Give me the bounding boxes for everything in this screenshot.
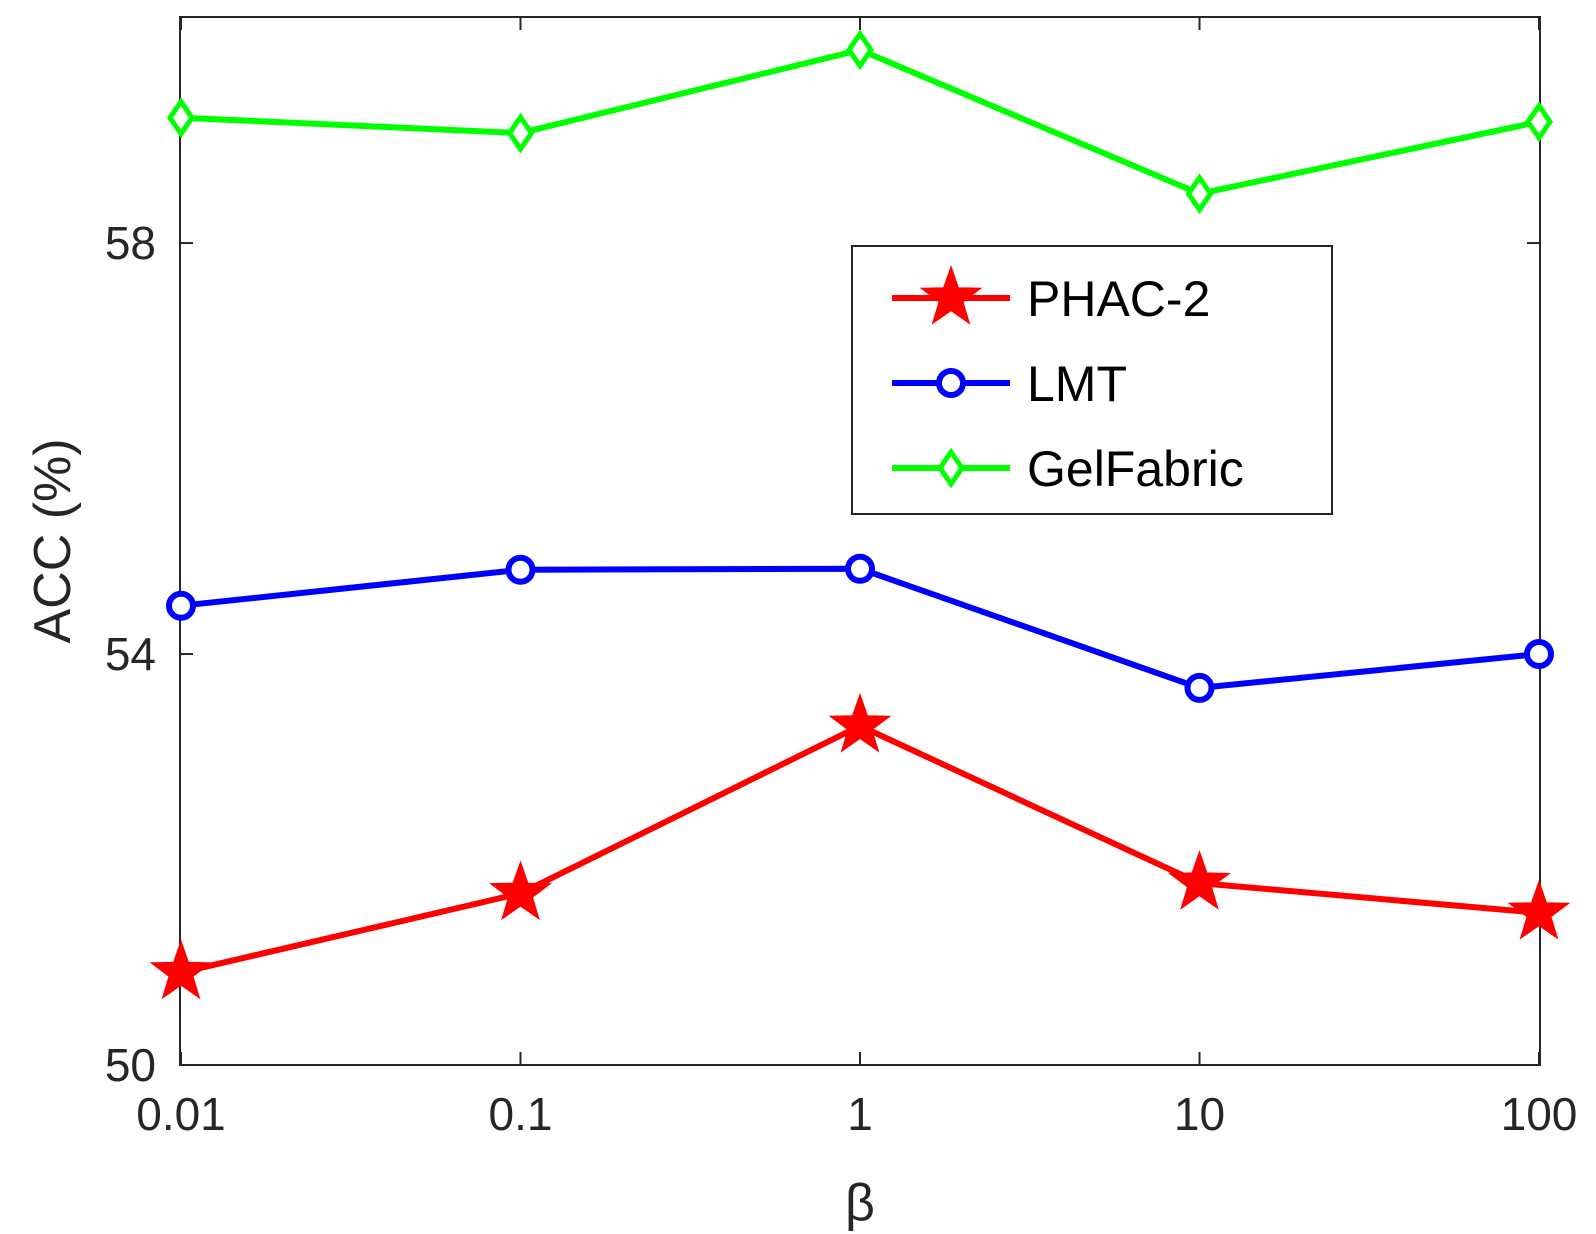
legend-label-phac-2: PHAC-2: [1027, 271, 1210, 327]
y-tick-label: 50: [105, 1039, 156, 1091]
legend-label-gelfabric: GelFabric: [1027, 441, 1244, 497]
data-point-phac-2: [1168, 850, 1231, 910]
y-tick-label: 58: [105, 217, 156, 269]
data-point-lmt: [166, 590, 196, 621]
legend-marker-gelfabric: [936, 447, 966, 489]
axis-ticks: 0.01 0.1 1 10 100 50 54 58: [105, 17, 1578, 1140]
data-point-phac-2: [1507, 879, 1571, 940]
y-axis-label: ACC (%): [24, 438, 82, 643]
data-point-lmt: [1524, 639, 1554, 670]
legend-item-phac-2: PHAC-2: [892, 264, 1210, 327]
data-point-lmt: [1184, 672, 1215, 703]
series-layer: [149, 29, 1571, 1000]
plot-frame: [179, 16, 1541, 1066]
series-gelfabric: [166, 29, 1554, 215]
x-tick-label: 1: [847, 1088, 873, 1140]
legend: PHAC-2 LMT GelFabric: [851, 245, 1333, 515]
axis-labels: β ACC (%): [24, 438, 875, 1232]
legend-marker-lmt: [936, 368, 966, 398]
series-lmt: [166, 553, 1554, 703]
x-tick-label: 100: [1501, 1088, 1578, 1140]
legend-label-lmt: LMT: [1027, 356, 1127, 412]
x-tick-label: 10: [1174, 1088, 1225, 1140]
data-point-gelfabric: [1185, 173, 1214, 215]
data-point-gelfabric: [1524, 101, 1554, 143]
x-axis-label: β: [845, 1174, 875, 1232]
data-point-phac-2: [489, 860, 552, 921]
data-point-phac-2: [149, 939, 213, 1000]
data-point-gelfabric: [845, 29, 875, 71]
data-point-lmt: [845, 553, 875, 584]
legend-item-lmt: LMT: [892, 356, 1127, 412]
x-tick-label: 0.1: [489, 1088, 553, 1140]
data-point-lmt: [505, 554, 536, 585]
data-point-gelfabric: [166, 97, 196, 139]
legend-marker-phac-2: [919, 264, 983, 325]
legend-item-gelfabric: GelFabric: [892, 441, 1244, 497]
y-tick-label: 54: [105, 628, 156, 680]
plot-area: [179, 16, 1541, 1066]
data-point-gelfabric: [506, 112, 535, 154]
series-phac-2: [149, 692, 1571, 1000]
x-tick-label: 0.01: [136, 1088, 226, 1140]
data-point-phac-2: [828, 692, 892, 753]
